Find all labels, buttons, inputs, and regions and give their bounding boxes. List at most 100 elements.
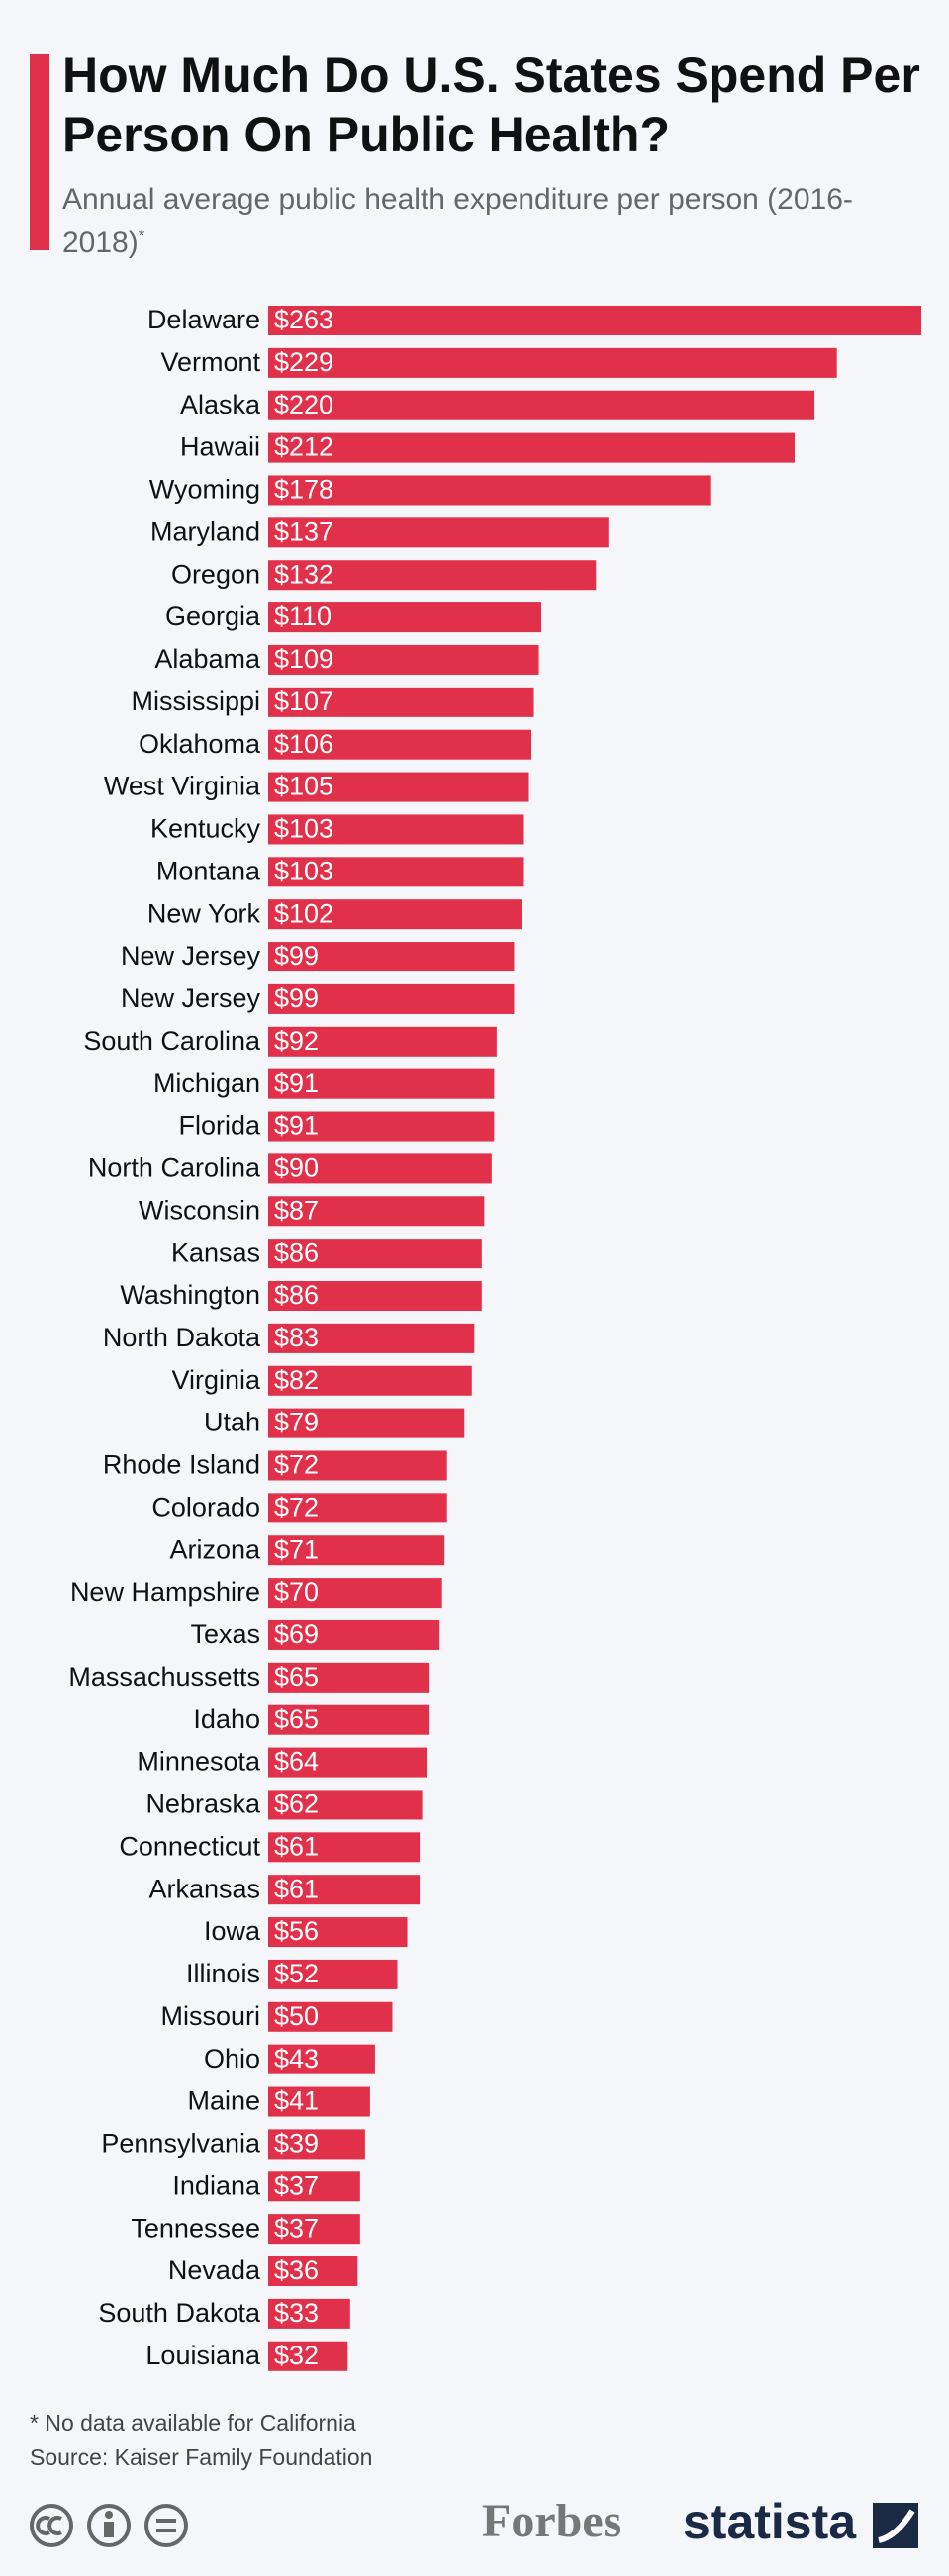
category-label: Georgia	[165, 601, 261, 631]
category-label: Ohio	[204, 2044, 260, 2073]
bar	[268, 644, 539, 675]
category-label: Oklahoma	[139, 729, 261, 759]
category-label: Massachussetts	[68, 1662, 260, 1692]
value-label: $106	[274, 729, 333, 759]
category-label: Virginia	[171, 1365, 261, 1395]
bar	[268, 1196, 485, 1227]
bar	[268, 1111, 495, 1142]
value-label: $229	[274, 347, 333, 377]
bar	[268, 729, 532, 760]
value-label: $212	[274, 432, 333, 462]
source: Source: Kaiser Family Foundation	[30, 2444, 372, 2470]
bar	[268, 1917, 408, 1948]
category-label: Colorado	[151, 1492, 260, 1521]
bar	[268, 2341, 348, 2371]
bar	[268, 1026, 497, 1057]
value-label: $71	[274, 1534, 319, 1564]
title-accent	[30, 54, 49, 250]
bar	[268, 347, 837, 378]
bar	[268, 1535, 445, 1566]
category-label: West Virginia	[104, 772, 261, 801]
value-label: $37	[274, 2170, 319, 2200]
value-label: $36	[274, 2255, 319, 2285]
bar	[268, 560, 597, 591]
bar	[268, 2171, 360, 2202]
bar	[268, 1704, 430, 1735]
category-label: Hawaii	[180, 432, 260, 462]
bar	[268, 2256, 358, 2287]
bar	[268, 1747, 427, 1778]
category-label: Iowa	[204, 1916, 261, 1946]
value-label: $90	[274, 1153, 319, 1183]
value-label: $72	[274, 1492, 319, 1521]
bar	[268, 1365, 472, 1396]
category-label: Washington	[120, 1280, 260, 1310]
category-label: Maine	[187, 2086, 260, 2116]
bar	[268, 2086, 370, 2117]
bar	[268, 1959, 398, 1989]
category-label: Oregon	[171, 559, 260, 589]
category-label: Kansas	[171, 1238, 260, 1267]
category-label: New Jersey	[121, 941, 261, 970]
value-label: $64	[274, 1747, 319, 1777]
value-label: $220	[274, 390, 333, 419]
category-label: Montana	[156, 856, 261, 885]
bar	[268, 772, 529, 802]
value-label: $99	[274, 941, 319, 970]
value-label: $86	[274, 1238, 319, 1267]
bar	[268, 306, 921, 335]
category-label: Wyoming	[149, 475, 260, 505]
value-label: $39	[274, 2129, 319, 2159]
value-label: $86	[274, 1280, 319, 1310]
category-label: Kentucky	[150, 814, 261, 844]
bar	[268, 2001, 393, 2032]
category-label: Arizona	[169, 1534, 261, 1564]
bar	[268, 1619, 440, 1650]
category-label: South Dakota	[98, 2298, 261, 2328]
bar	[268, 2129, 365, 2160]
icon-dot	[105, 2511, 113, 2519]
category-label: Arkansas	[148, 1874, 260, 1903]
value-label: $92	[274, 1026, 319, 1056]
value-label: $263	[274, 305, 333, 334]
subtitle-mark: *	[138, 227, 145, 245]
category-label: Illinois	[186, 1959, 260, 1988]
value-label: $91	[274, 1068, 319, 1098]
bar	[268, 1662, 430, 1693]
value-label: $102	[274, 898, 333, 928]
value-label: $105	[274, 772, 333, 801]
bar	[268, 1790, 423, 1820]
bar	[268, 1068, 495, 1099]
value-label: $62	[274, 1790, 319, 1819]
category-label: Alaska	[180, 390, 261, 419]
value-label: $32	[274, 2341, 319, 2370]
value-label: $43	[274, 2044, 319, 2073]
bar	[268, 2214, 360, 2245]
category-label: Missouri	[160, 2001, 260, 2031]
value-label: $61	[274, 1874, 319, 1903]
value-label: $91	[274, 1111, 319, 1141]
value-label: $103	[274, 856, 333, 885]
value-label: $107	[274, 687, 333, 716]
note: * No data available for California	[30, 2410, 356, 2436]
value-label: $50	[274, 2001, 319, 2031]
value-label: $132	[274, 559, 333, 589]
category-label: Texas	[190, 1619, 260, 1649]
category-label: Wisconsin	[139, 1195, 260, 1225]
value-label: $110	[274, 601, 332, 631]
category-label: Maryland	[150, 516, 260, 546]
value-label: $82	[274, 1365, 319, 1395]
category-label: Tennessee	[131, 2213, 260, 2243]
bar	[268, 1239, 482, 1269]
value-label: $61	[274, 1831, 319, 1861]
bar	[268, 432, 796, 463]
category-label: Florida	[178, 1111, 261, 1141]
value-label: $52	[274, 1959, 319, 1988]
category-label: Pennsylvania	[101, 2129, 261, 2159]
category-label: Vermont	[160, 347, 260, 377]
cc-icons	[30, 2504, 188, 2547]
bar	[268, 1323, 475, 1353]
value-label: $33	[274, 2298, 319, 2328]
value-label: $65	[274, 1704, 319, 1734]
